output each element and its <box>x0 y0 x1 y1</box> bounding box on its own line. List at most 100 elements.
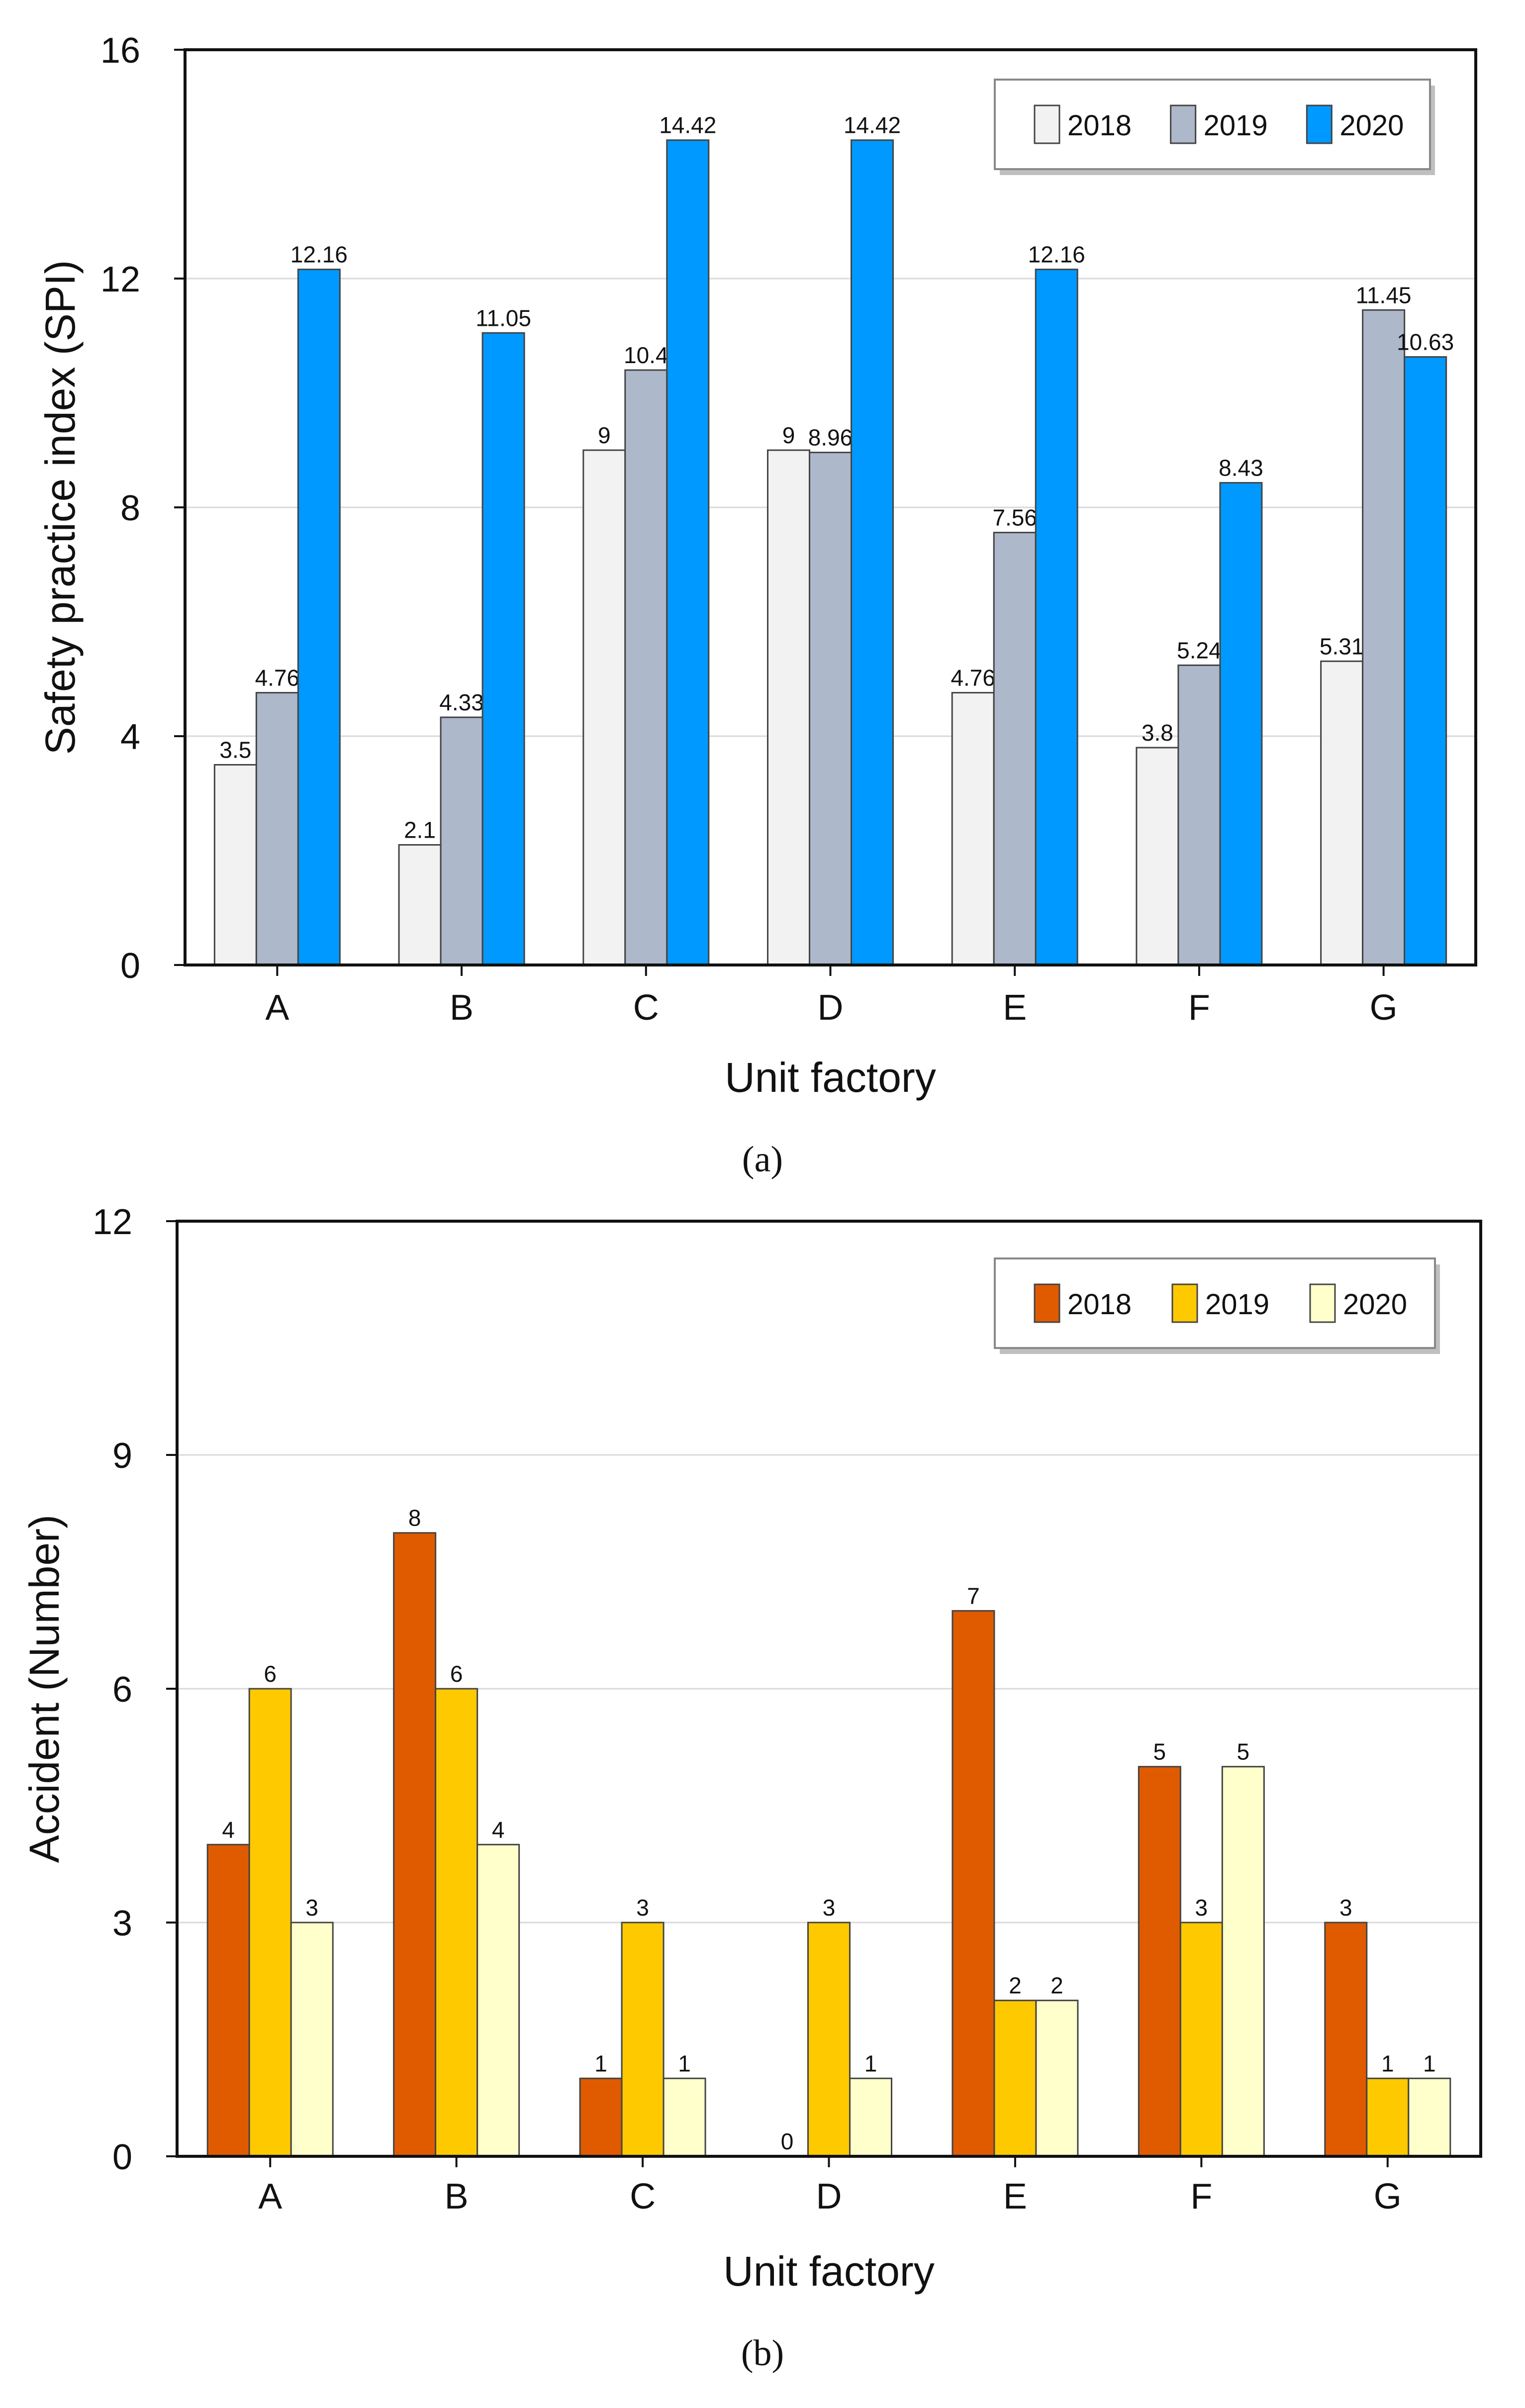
data-label: 9 <box>782 422 795 448</box>
chart-b: 0 3 6 9 12 4 6 3 A 8 6 4 B 1 3 1 C 0 3 1 D 7 2 2 E 5 3 5 F 3 1 1 G Unit f… <box>21 1202 1482 2374</box>
data-label: 1 <box>864 2050 877 2076</box>
x-axis-label: Unit factory <box>723 2248 935 2295</box>
legend-label-2020: 2020 <box>1339 109 1404 142</box>
legend-swatch-2018 <box>1034 104 1060 144</box>
legend-label-2018: 2018 <box>1067 1288 1132 1321</box>
legend: 2018 2019 2020 <box>994 79 1435 175</box>
data-label: 5 <box>1153 1739 1166 1765</box>
data-label: 2 <box>1050 1973 1063 1999</box>
y-axis-label: Accident (Number) <box>21 1515 68 1863</box>
y-tick-label: 4 <box>120 717 140 757</box>
data-label: 8 <box>408 1505 421 1531</box>
x-tick-label: E <box>1003 2177 1027 2216</box>
data-label: 0 <box>781 2128 794 2154</box>
y-tick-label: 6 <box>112 1670 132 1710</box>
bar-2018-A <box>213 764 257 966</box>
bar-2019-E <box>993 532 1037 966</box>
legend-swatch-2019 <box>1171 1283 1198 1323</box>
bar-2019-B <box>440 716 483 966</box>
figure-caption: (b) <box>741 2333 784 2374</box>
bar-2020-G <box>1404 356 1447 966</box>
data-label: 10.63 <box>1397 329 1454 355</box>
x-tick-label: F <box>1188 988 1210 1028</box>
bar-2018-E <box>952 1610 995 2157</box>
data-label: 14.42 <box>659 112 716 138</box>
x-tick-label: D <box>816 2177 842 2216</box>
data-label: 2.1 <box>404 817 436 843</box>
bar-2018-F <box>1136 747 1179 966</box>
data-label: 3 <box>823 1895 836 1921</box>
data-label: 6 <box>264 1661 277 1687</box>
legend-swatch-2020 <box>1309 1283 1336 1323</box>
data-label: 1 <box>678 2050 691 2076</box>
data-label: 10.4 <box>624 342 668 368</box>
y-tick-label: 16 <box>100 31 140 71</box>
data-label: 5.24 <box>1177 637 1222 663</box>
bar-2020-G <box>1408 2077 1451 2157</box>
data-label: 12.16 <box>1028 242 1085 268</box>
bar-2020-C <box>663 2077 706 2157</box>
bar-2019-G <box>1366 2077 1410 2157</box>
data-label: 1 <box>1381 2050 1394 2076</box>
bar-2020-E <box>1035 269 1078 966</box>
x-tick-label: B <box>445 2177 469 2216</box>
data-label: 9 <box>598 422 611 448</box>
y-tick-label: 3 <box>112 1904 132 1943</box>
plot-frame <box>176 1220 1482 2158</box>
bar-2020-E <box>1035 2000 1079 2157</box>
bar-2019-A <box>255 692 299 966</box>
chart-a: 0 4 8 12 16 3.5 4.76 12.16 A 2.1 4.33 11.05 B 9 10.4 14… <box>37 31 1477 1180</box>
data-label: 5 <box>1237 1739 1250 1765</box>
legend-label-2020: 2020 <box>1343 1288 1407 1321</box>
bar-2020-C <box>666 139 710 966</box>
bar-2019-A <box>248 1688 292 2157</box>
y-tick-label: 12 <box>93 1202 132 1242</box>
data-label: 3 <box>1195 1895 1208 1921</box>
bar-2020-A <box>297 269 341 966</box>
bar-2020-D <box>849 2077 892 2157</box>
bar-2019-G <box>1362 309 1406 966</box>
bar-2019-F <box>1177 664 1221 966</box>
figure-caption: (a) <box>742 1139 783 1180</box>
y-tick-label: 9 <box>112 1436 132 1476</box>
x-tick-label: G <box>1374 2177 1402 2216</box>
x-tick-label: F <box>1190 2177 1212 2216</box>
data-label: 12.16 <box>290 242 348 268</box>
data-label: 3 <box>305 1895 318 1921</box>
data-label: 4 <box>222 1817 235 1842</box>
legend-label-2019: 2019 <box>1204 109 1268 142</box>
x-tick-label: C <box>633 988 659 1028</box>
x-axis-label: Unit factory <box>725 1054 936 1101</box>
bar-2020-F <box>1221 1766 1265 2157</box>
bar-2020-A <box>290 1922 334 2157</box>
data-label: 1 <box>1423 2050 1436 2076</box>
bar-2020-B <box>481 332 525 966</box>
bar-2018-D <box>767 449 810 966</box>
bar-2018-F <box>1138 1766 1181 2157</box>
data-label: 4.76 <box>951 665 995 691</box>
y-tick-label: 8 <box>120 488 140 528</box>
data-label: 4 <box>492 1817 505 1842</box>
legend-swatch-2019 <box>1170 104 1197 144</box>
bar-2020-D <box>851 139 894 966</box>
bar-2018-E <box>951 692 995 966</box>
data-label: 3.8 <box>1142 720 1173 746</box>
data-label: 4.33 <box>439 689 484 715</box>
data-label: 1 <box>594 2050 607 2076</box>
data-label: 3 <box>636 1895 649 1921</box>
bar-2018-C <box>582 449 626 966</box>
data-label: 8.96 <box>808 425 853 451</box>
legend-box <box>994 1257 1436 1349</box>
data-label: 3 <box>1339 1895 1352 1921</box>
bar-2019-D <box>807 1922 851 2157</box>
bar-2018-B <box>398 844 442 966</box>
bar-2018-C <box>579 2077 623 2157</box>
bar-2019-D <box>809 452 852 966</box>
bar-2019-C <box>621 1922 665 2157</box>
legend-swatch-2020 <box>1306 104 1333 144</box>
data-label: 4.76 <box>255 665 300 691</box>
bar-2020-B <box>477 1843 520 2157</box>
x-tick-label: C <box>630 2177 656 2216</box>
bar-2018-G <box>1320 660 1364 966</box>
